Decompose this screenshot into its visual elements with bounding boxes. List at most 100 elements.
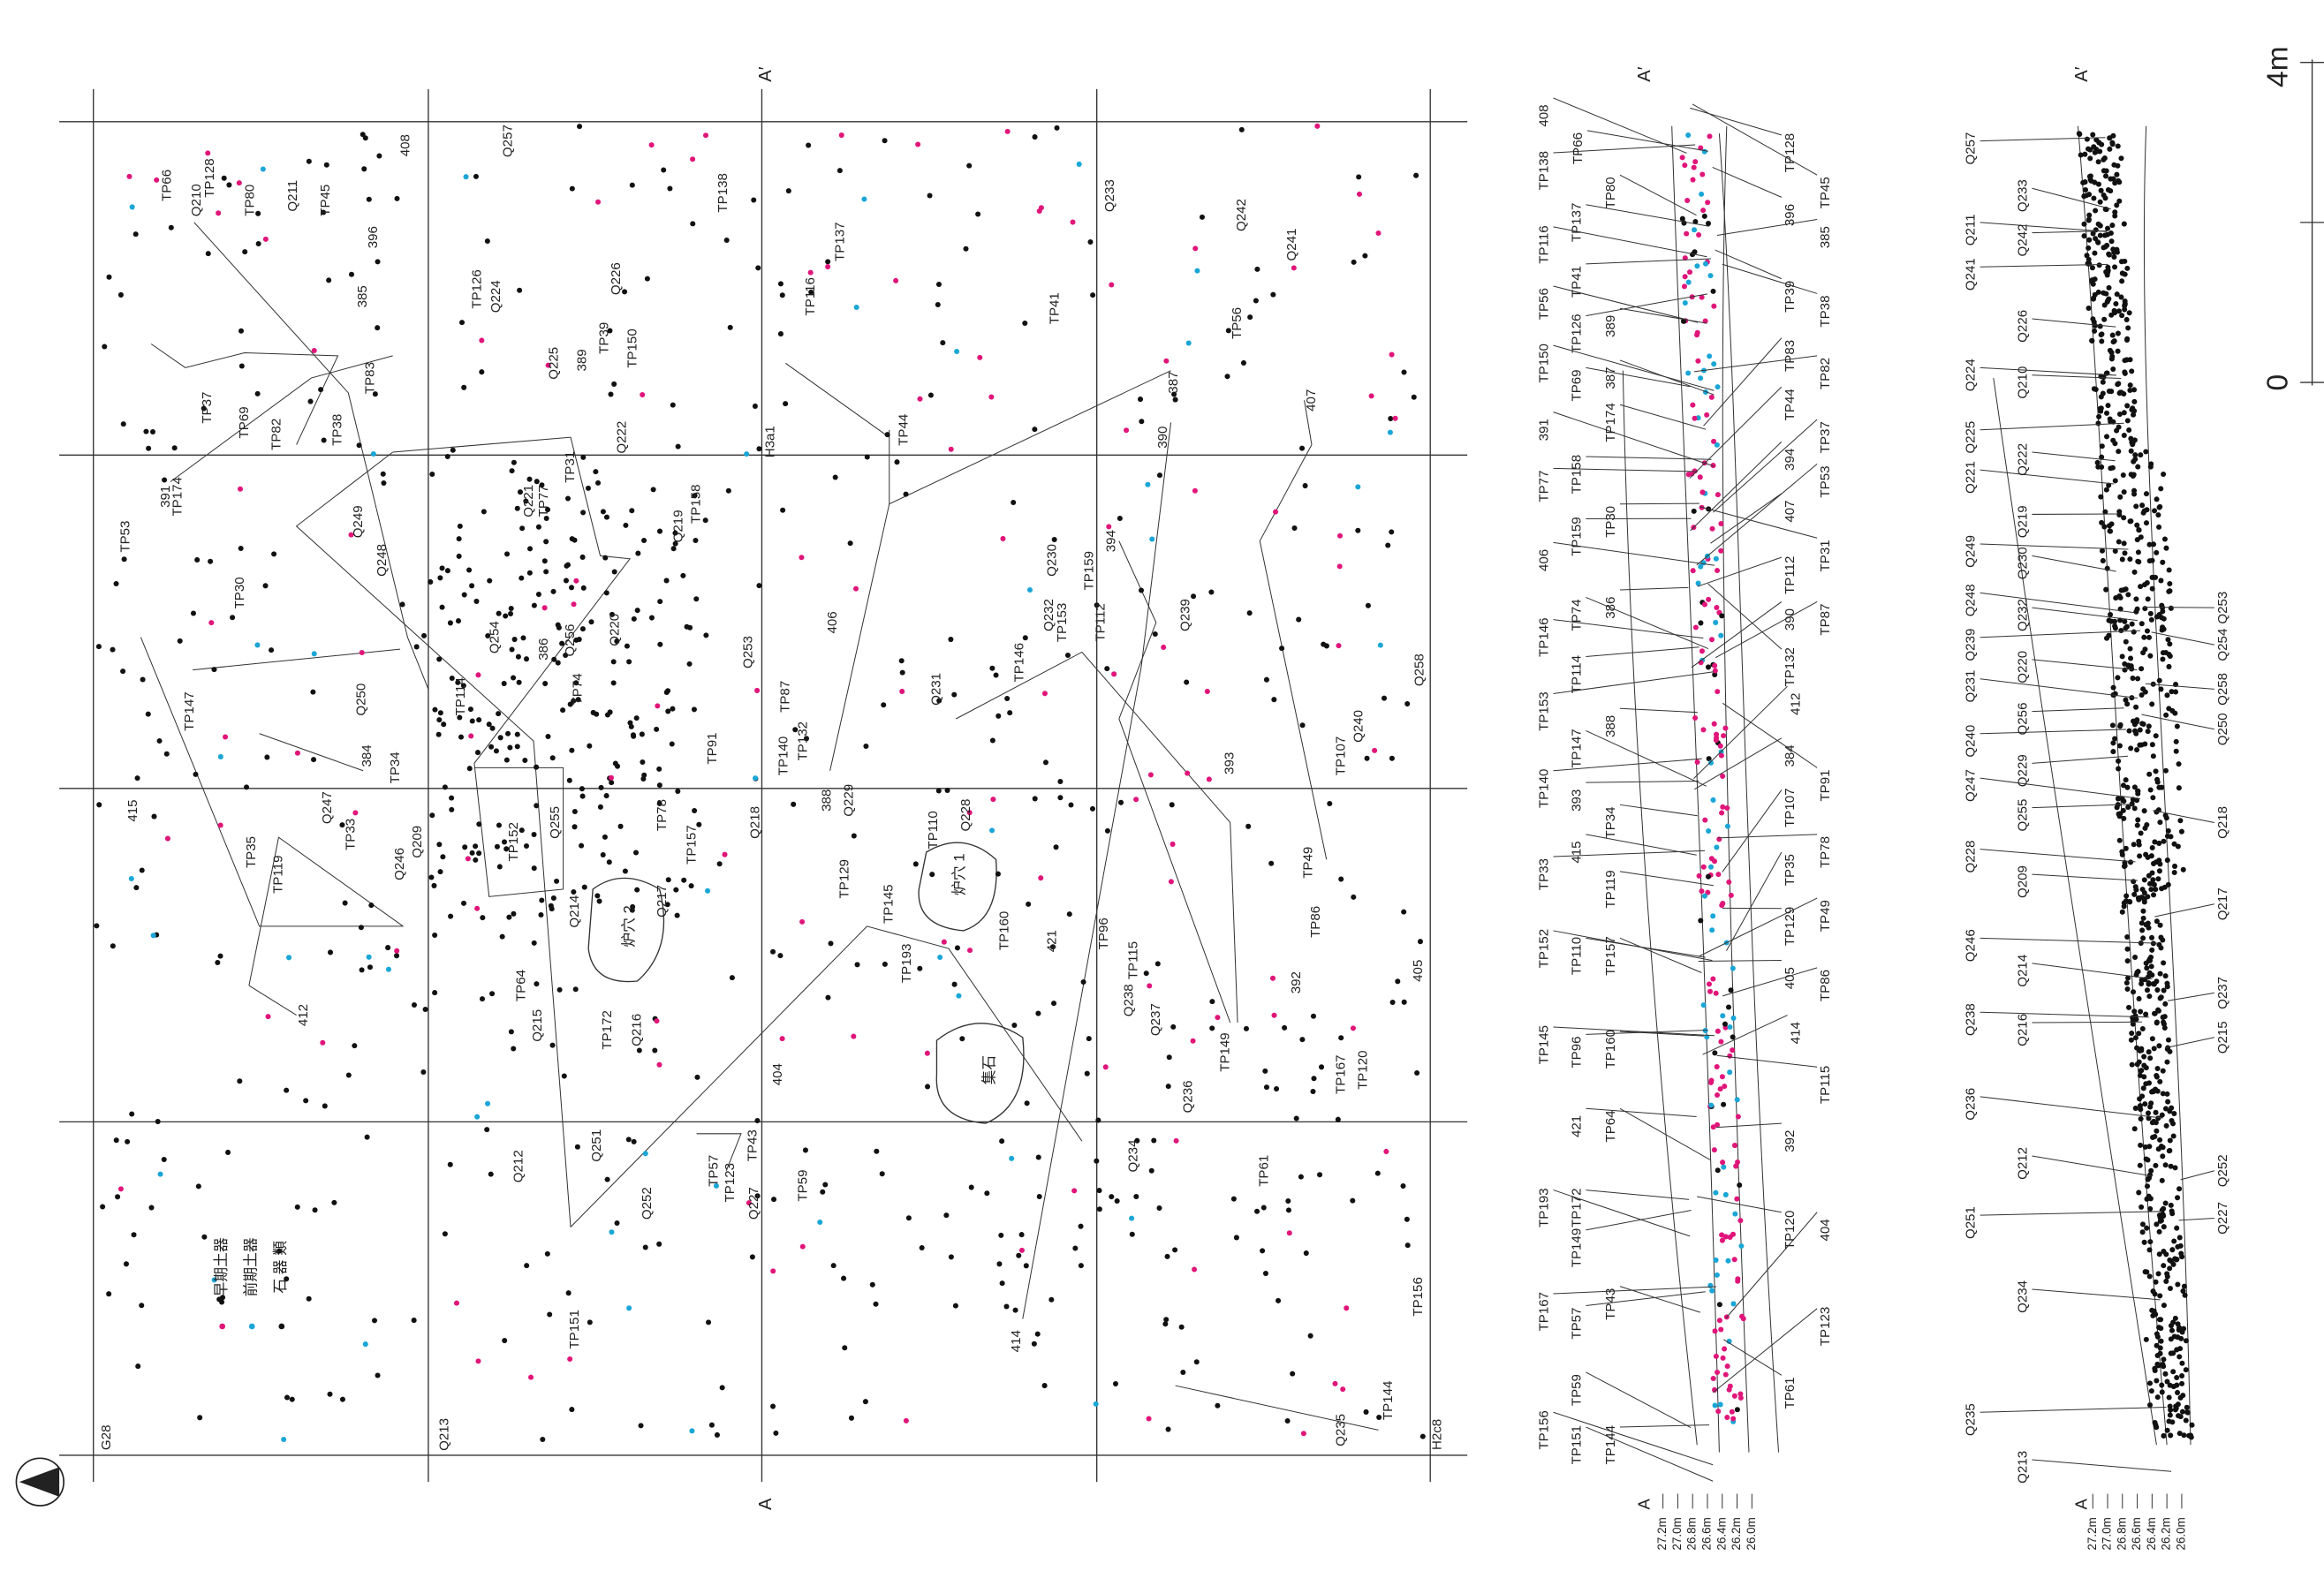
artifact-dot	[1728, 892, 1734, 898]
artifact-dot	[110, 943, 116, 949]
artifact-dot	[975, 211, 981, 217]
artifact-dot	[881, 702, 887, 708]
artifact-dot	[393, 953, 400, 959]
label: Q238	[1122, 984, 1137, 1016]
artifact-dot	[1268, 860, 1275, 866]
artifact-dot	[1273, 509, 1279, 515]
artifact-dot	[2168, 1202, 2174, 1208]
artifact-dot	[429, 471, 435, 477]
artifact-dot	[345, 1072, 352, 1078]
artifact-dot	[1042, 759, 1048, 766]
artifact-dot	[581, 884, 587, 890]
artifact-dot	[1374, 1170, 1381, 1176]
artifact-dot	[550, 588, 556, 594]
artifact-dot	[554, 878, 560, 884]
artifact-dot	[1735, 1276, 1741, 1282]
artifact-dot	[654, 1018, 660, 1024]
artifact-dot	[2119, 653, 2125, 660]
artifact-dot	[1712, 668, 1718, 674]
artifact-dot	[2166, 663, 2172, 669]
artifact-dot	[2097, 199, 2103, 205]
artifact-dot	[2095, 464, 2101, 470]
label: 394	[1103, 530, 1118, 552]
label: TP140	[1536, 769, 1551, 808]
label: Q232	[1041, 599, 1056, 631]
artifact-dot	[322, 1103, 328, 1109]
artifact-dot	[2164, 1091, 2170, 1097]
artifact-dot	[1026, 586, 1033, 593]
artifact-dot	[2146, 771, 2153, 777]
artifact-dot	[461, 592, 467, 598]
artifact-dot	[2117, 811, 2123, 817]
artifact-dot	[519, 827, 525, 834]
artifact-dot	[375, 259, 381, 265]
artifact-dot	[959, 1036, 965, 1042]
artifact-dot	[2153, 1162, 2159, 1168]
label: 412	[296, 1004, 311, 1026]
label: TP146	[1011, 643, 1026, 682]
artifact-dot	[255, 210, 261, 216]
artifact-dot	[2125, 804, 2131, 811]
artifact-dot	[2163, 712, 2169, 718]
label: TP69	[1569, 369, 1584, 401]
label: TP160	[997, 911, 1012, 950]
artifact-dot	[2098, 332, 2104, 338]
leader-line	[1586, 204, 1709, 227]
artifact-dot	[2156, 857, 2162, 864]
artifact-dot	[791, 801, 797, 807]
artifact-dot	[705, 887, 711, 894]
artifact-dot	[2139, 1229, 2146, 1235]
artifact-dot	[656, 1061, 662, 1068]
artifact-dot	[2092, 250, 2098, 256]
label: 4m	[2262, 46, 2295, 87]
label: Q212	[2015, 1147, 2030, 1180]
artifact-dot	[2155, 512, 2161, 518]
artifact-dot	[2135, 895, 2141, 901]
artifact-dot	[935, 282, 942, 288]
artifact-dot	[2145, 729, 2151, 735]
artifact-dot	[2167, 588, 2173, 594]
artifact-dot	[503, 613, 509, 619]
artifact-dot	[2121, 432, 2127, 439]
label: 415	[125, 799, 140, 821]
artifact-dot	[2121, 815, 2127, 821]
artifact-dot	[1696, 231, 1702, 238]
artifact-dot	[2159, 1177, 2165, 1183]
artifact-dot	[2140, 935, 2146, 941]
artifact-dot	[2131, 879, 2137, 885]
artifact-dot	[1700, 864, 1707, 870]
artifact-dot	[1106, 524, 1112, 530]
artifact-dot	[208, 620, 215, 626]
artifact-dot	[1032, 427, 1038, 433]
artifact-dot	[2125, 592, 2131, 598]
artifact-dot	[2131, 487, 2138, 494]
label: 389	[1603, 315, 1618, 337]
label: Q225	[547, 347, 562, 380]
artifact-dot	[1700, 727, 1707, 733]
leader-line	[1586, 1029, 1708, 1035]
artifact-dot	[1695, 358, 1701, 364]
artifact-dot	[995, 871, 1001, 877]
artifact-dot	[1717, 1401, 1723, 1408]
artifact-dot	[617, 823, 624, 829]
artifact-dot	[439, 604, 445, 610]
leader-line	[1690, 107, 1783, 136]
plan-grid	[59, 88, 1468, 1483]
artifact-dot	[1036, 208, 1042, 214]
artifact-dot	[215, 959, 221, 966]
artifact-dot	[1715, 492, 1721, 498]
artifact-dot	[1299, 445, 1306, 451]
label: TP147	[1569, 729, 1584, 767]
label: TP57	[1569, 1308, 1584, 1340]
artifact-dot	[1388, 416, 1394, 422]
artifact-dot	[411, 1318, 417, 1324]
label: Q252	[640, 1187, 655, 1220]
artifact-dot	[2161, 838, 2167, 844]
leader-line	[1980, 366, 2116, 376]
artifact-dot	[2154, 809, 2160, 815]
artifact-dot	[2128, 435, 2134, 442]
artifact-dot	[2146, 925, 2152, 931]
leader-line	[1586, 596, 1709, 650]
artifact-dot	[1011, 1022, 1018, 1029]
artifact-dot	[2173, 689, 2179, 695]
